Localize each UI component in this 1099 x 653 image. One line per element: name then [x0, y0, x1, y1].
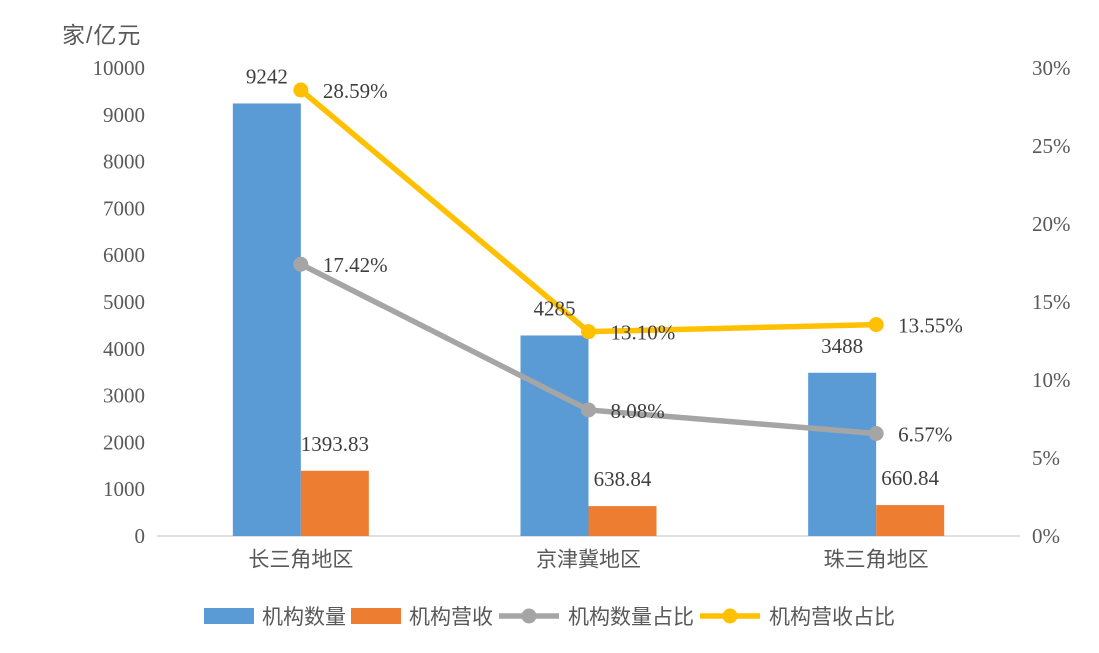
bar-org-revenue-1 [588, 506, 657, 536]
left-axis-tick-label: 10000 [93, 56, 146, 80]
left-axis-tick-label: 3000 [103, 384, 145, 408]
bar-org-count-1 [520, 335, 589, 536]
data-label-org-revenue-share-1: 13.10% [611, 321, 676, 345]
marker-org-revenue-share-2 [868, 317, 884, 333]
data-label-org-count-1: 4285 [534, 296, 576, 320]
legend-item-org-revenue-share: 机构营收占比 [699, 601, 895, 631]
right-axis-tick-label: 15% [1032, 290, 1071, 314]
left-axis-tick-label: 8000 [103, 150, 145, 174]
legend-bar-swatch-org-count [204, 608, 254, 624]
data-label-org-revenue-share-0: 28.59% [323, 79, 388, 103]
left-axis-title: 家/亿元 [62, 22, 142, 48]
left-axis-tick-label: 2000 [103, 430, 145, 454]
marker-org-revenue-share-0 [293, 82, 309, 98]
marker-org-count-share-2 [868, 426, 884, 442]
data-label-org-count-2: 3488 [821, 334, 863, 358]
left-axis-tick-label: 0 [135, 524, 146, 548]
legend-label-org-revenue-share: 机构营收占比 [769, 606, 895, 629]
marker-org-count-share-1 [581, 402, 596, 418]
legend: 机构数量 机构营收 机构数量占比 机构营收占比 [0, 601, 1099, 631]
legend-bar-swatch-org-revenue [351, 608, 401, 624]
legend-label-org-count: 机构数量 [262, 606, 346, 629]
bar-org-count-0 [232, 103, 301, 537]
left-axis-tick-label: 1000 [103, 477, 145, 501]
data-label-org-revenue-0: 1393.83 [301, 432, 369, 456]
legend-label-org-count-share: 机构数量占比 [568, 606, 694, 629]
left-axis-tick-label: 9000 [103, 103, 145, 127]
right-axis-tick-label: 5% [1032, 446, 1060, 470]
right-axis-tick-label: 10% [1032, 368, 1071, 392]
left-axis-tick-label: 7000 [103, 196, 145, 220]
line-org-revenue-share [299, 87, 877, 335]
bar-org-count-2 [808, 372, 877, 536]
legend-item-org-revenue: 机构营收 [351, 601, 493, 631]
data-label-org-count-share-0: 17.42% [323, 253, 388, 277]
x-axis-category-label: 珠三角地区 [824, 549, 929, 572]
data-label-org-count-share-2: 6.57% [898, 423, 952, 447]
data-label-org-revenue-1: 638.84 [594, 467, 652, 491]
legend-marker-org-count-share [521, 608, 537, 624]
bar-org-revenue-2 [876, 505, 945, 536]
x-axis-category-label: 长三角地区 [248, 549, 353, 572]
right-axis-tick-label: 25% [1032, 134, 1071, 158]
legend-item-org-count-share: 机构数量占比 [498, 601, 694, 631]
data-label-org-revenue-2: 660.84 [881, 466, 939, 490]
right-axis-tick-label: 0% [1032, 524, 1060, 548]
data-label-org-count-share-1: 8.08% [611, 399, 665, 423]
left-axis-tick-label: 6000 [103, 243, 145, 267]
right-axis-tick-label: 20% [1032, 212, 1071, 236]
legend-marker-org-revenue-share [722, 608, 738, 624]
x-axis-category-label: 京津冀地区 [536, 549, 641, 572]
legend-line-swatch-org-count-share [499, 608, 559, 624]
left-axis-tick-label: 4000 [103, 337, 145, 361]
left-axis-tick-label: 5000 [103, 290, 145, 314]
right-axis-tick-label: 30% [1032, 56, 1071, 80]
data-label-org-revenue-share-2: 13.55% [898, 314, 963, 338]
legend-label-org-revenue: 机构营收 [409, 606, 493, 629]
legend-item-org-count: 机构数量 [204, 601, 346, 631]
legend-line-swatch-org-revenue-share [700, 608, 760, 624]
bar-org-revenue-0 [300, 470, 369, 536]
marker-org-revenue-share-1 [581, 324, 596, 340]
data-label-org-count-0: 9242 [246, 64, 288, 88]
marker-org-count-share-0 [293, 256, 309, 272]
